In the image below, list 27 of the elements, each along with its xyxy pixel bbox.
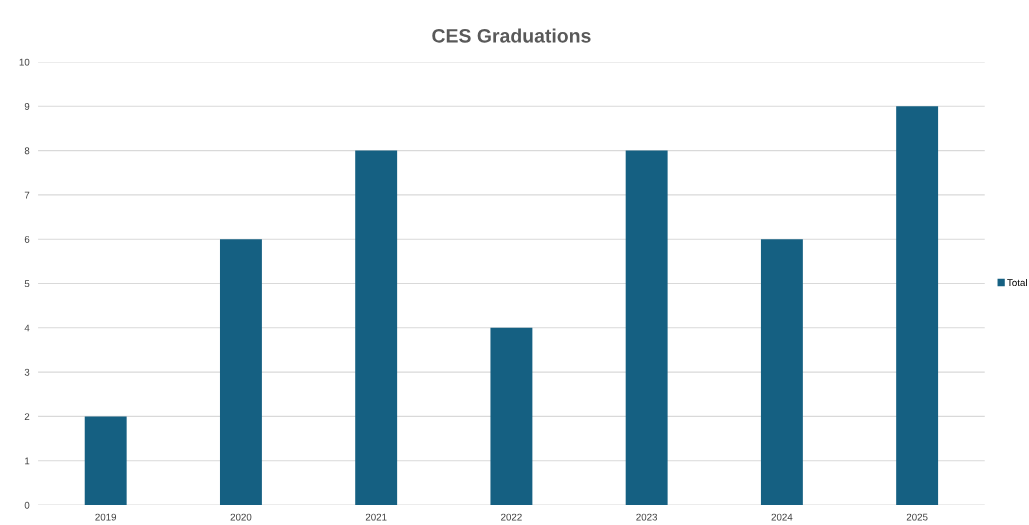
y-tick-label: 7 — [24, 191, 30, 199]
y-tick-label: 3 — [24, 368, 30, 376]
y-tick-label: 4 — [24, 324, 30, 332]
y-tick-label: 8 — [24, 147, 30, 155]
x-tick-label: 2020 — [230, 513, 252, 521]
y-tick-label: 6 — [24, 235, 30, 243]
y-tick-label: 9 — [24, 102, 30, 110]
x-tick-label: 2022 — [501, 513, 522, 521]
bar — [896, 106, 939, 506]
y-tick-label: 1 — [25, 457, 30, 465]
x-tick-label: 2024 — [771, 513, 793, 521]
bar — [219, 239, 262, 506]
y-tick-label: 0 — [24, 501, 30, 509]
bar — [490, 327, 533, 506]
x-tick-label: 2023 — [636, 513, 658, 521]
chart-title: CES Graduations — [432, 28, 591, 43]
x-tick-label: 2025 — [906, 513, 928, 521]
y-tick-label: 2 — [24, 413, 30, 420]
x-tick-label: 2019 — [95, 513, 117, 521]
bar — [84, 416, 127, 506]
y-tick-label: 10 — [19, 58, 30, 66]
x-tick-label: 2021 — [365, 513, 387, 521]
legend-label: Total — [1007, 278, 1027, 287]
bar — [760, 239, 803, 506]
bar — [355, 150, 398, 506]
y-tick-label: 5 — [24, 280, 30, 288]
bar — [625, 150, 668, 506]
